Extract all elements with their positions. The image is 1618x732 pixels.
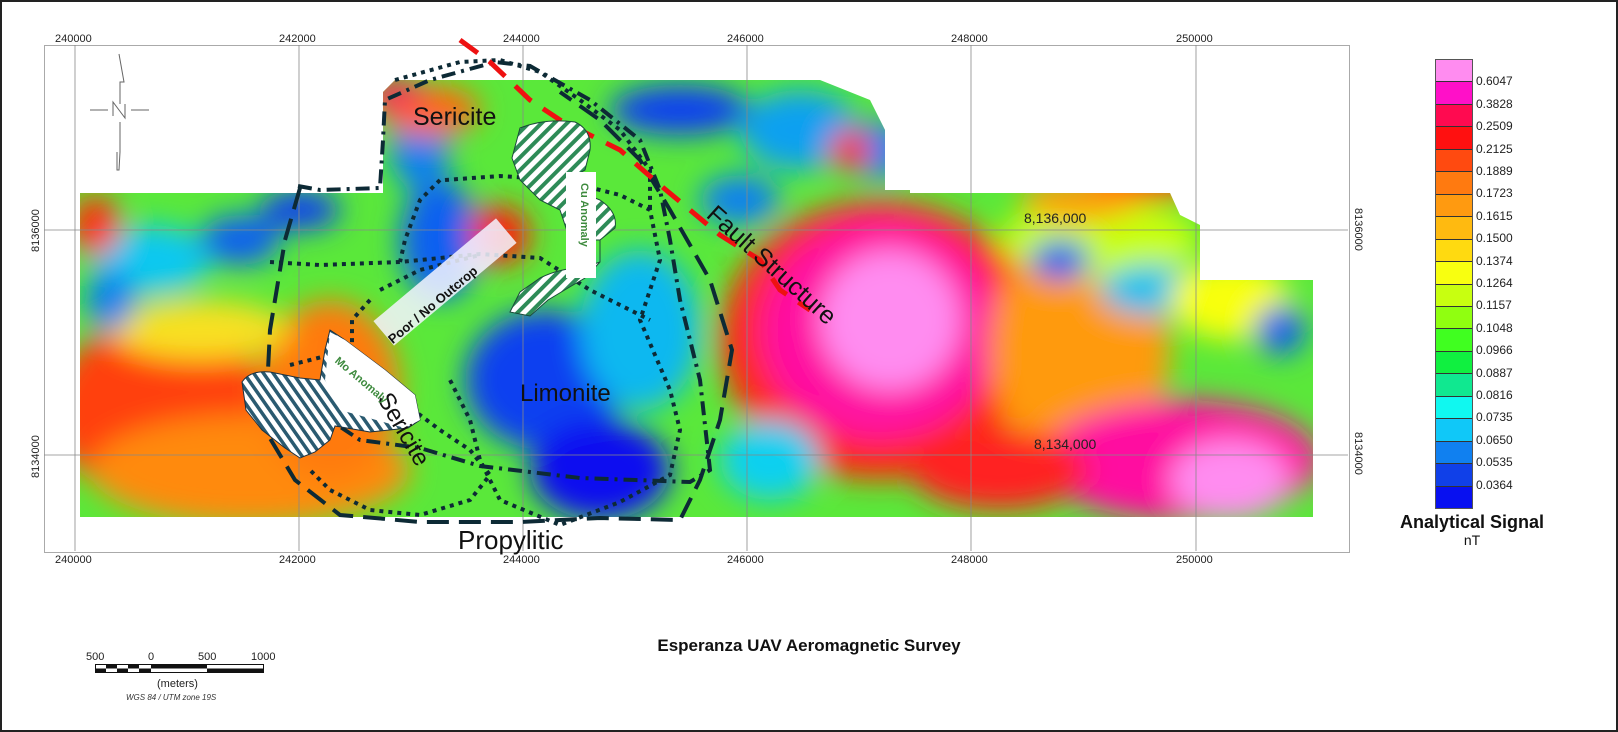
projection-label: WGS 84 / UTM zone 19S bbox=[126, 693, 217, 702]
x-tick-bottom-1: 242000 bbox=[279, 554, 316, 566]
x-tick-top-5: 250000 bbox=[1176, 33, 1213, 45]
label-sericite-top: Sericite bbox=[413, 103, 497, 131]
colorbar-label: 0.1723 bbox=[1476, 186, 1513, 201]
colorbar-label: 0.0364 bbox=[1476, 477, 1513, 492]
scale-label-0: 0 bbox=[148, 651, 155, 663]
colorbar-label: 0.2125 bbox=[1476, 141, 1513, 156]
fault-line bbox=[458, 37, 812, 313]
colorbar-swatch bbox=[1436, 419, 1472, 442]
label-cu-anomaly: Cu Anomaly bbox=[578, 183, 590, 247]
y-tick-right-0: 8136000 bbox=[1352, 208, 1364, 251]
colorbar-label: 0.0735 bbox=[1476, 410, 1513, 425]
x-tick-top-4: 248000 bbox=[951, 33, 988, 45]
colorbar-swatch bbox=[1436, 104, 1472, 128]
colorbar-label: 0.0650 bbox=[1476, 432, 1513, 447]
x-tick-top-1: 242000 bbox=[279, 33, 316, 45]
colorbar-swatch bbox=[1436, 374, 1472, 397]
colorbar-label: 0.0816 bbox=[1476, 388, 1513, 402]
colorbar-swatch bbox=[1436, 60, 1472, 83]
inner-northing-8136000: 8,136,000 bbox=[1024, 210, 1087, 226]
colorbar-swatch bbox=[1436, 149, 1472, 173]
poor-outcrop-box bbox=[373, 218, 517, 346]
x-tick-bottom-2: 244000 bbox=[503, 554, 540, 566]
colorbar-label: 0.1264 bbox=[1476, 276, 1513, 290]
x-tick-bottom-0: 240000 bbox=[55, 554, 92, 566]
colorbar-swatch bbox=[1436, 351, 1472, 375]
colorbar bbox=[1435, 59, 1473, 509]
scale-label-500: 500 bbox=[198, 651, 217, 663]
scale-bar bbox=[95, 664, 264, 673]
colorbar-label: 0.2509 bbox=[1476, 119, 1513, 134]
y-tick-right-1: 8134000 bbox=[1352, 432, 1364, 475]
north-arrow-icon bbox=[90, 53, 149, 171]
legend-title: Analytical Signal bbox=[1399, 512, 1545, 532]
x-tick-top-2: 244000 bbox=[503, 33, 540, 45]
colorbar-label: 0.1500 bbox=[1476, 231, 1513, 246]
label-limonite: Limonite bbox=[520, 380, 611, 407]
x-tick-bottom-5: 250000 bbox=[1176, 554, 1213, 566]
grid-lines bbox=[44, 45, 1348, 551]
colorbar-label: 0.1048 bbox=[1476, 320, 1513, 335]
x-tick-top-3: 246000 bbox=[727, 33, 764, 45]
colorbar-label: 0.1374 bbox=[1476, 253, 1513, 268]
label-propylitic: Propylitic bbox=[458, 525, 564, 555]
map-frame bbox=[44, 45, 1350, 553]
legend-unit: nT bbox=[1463, 532, 1481, 548]
colorbar-swatch bbox=[1436, 464, 1472, 487]
colorbar-swatch bbox=[1436, 262, 1472, 285]
analytical-signal-grid bbox=[80, 80, 1313, 517]
colorbar-label: 0.6047 bbox=[1476, 74, 1513, 89]
x-tick-bottom-3: 246000 bbox=[727, 554, 764, 566]
scale-label-1000: 1000 bbox=[251, 651, 276, 663]
colorbar-label: 0.0887 bbox=[1476, 365, 1513, 380]
inner-northing-8134000: 8,134,000 bbox=[1034, 436, 1097, 452]
mo-anomaly-polygon bbox=[241, 329, 421, 459]
colorbar-swatch bbox=[1436, 239, 1472, 263]
colorbar-swatch bbox=[1436, 194, 1472, 218]
colorbar-swatch bbox=[1436, 486, 1472, 509]
y-tick-left-0: 8136000 bbox=[30, 209, 42, 252]
colorbar-label: 0.0966 bbox=[1476, 343, 1513, 358]
x-tick-bottom-4: 248000 bbox=[951, 554, 988, 566]
scale-unit: (meters) bbox=[157, 678, 198, 690]
scale-label-500-left: 500 bbox=[86, 651, 105, 663]
colorbar-label: 0.3828 bbox=[1476, 96, 1513, 111]
colorbar-swatch bbox=[1436, 127, 1472, 150]
colorbar-swatch bbox=[1436, 217, 1472, 240]
colorbar-label: 0.1615 bbox=[1476, 208, 1513, 223]
colorbar-swatch bbox=[1436, 284, 1472, 307]
colorbar-swatch bbox=[1436, 329, 1472, 352]
colorbar-label: 0.0535 bbox=[1476, 455, 1513, 470]
colorbar-swatch bbox=[1436, 172, 1472, 195]
colorbar-swatch bbox=[1436, 306, 1472, 330]
colorbar-swatch bbox=[1436, 396, 1472, 420]
map-title: Esperanza UAV Aeromagnetic Survey bbox=[657, 636, 961, 655]
y-tick-left-1: 8134000 bbox=[30, 435, 42, 478]
colorbar-swatch bbox=[1436, 441, 1472, 465]
colorbar-swatch bbox=[1436, 82, 1472, 105]
colorbar-label: 0.1157 bbox=[1476, 298, 1512, 313]
cu-anomaly-label-box bbox=[566, 172, 596, 278]
colorbar-label: 0.1889 bbox=[1476, 164, 1513, 178]
x-tick-top-0: 240000 bbox=[55, 33, 92, 45]
